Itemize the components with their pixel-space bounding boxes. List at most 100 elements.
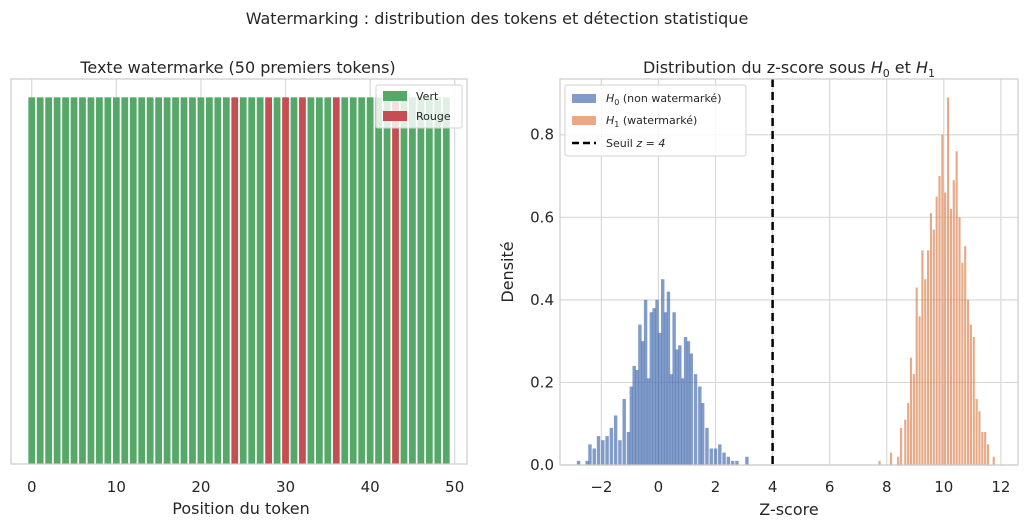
h0-histogram-bar xyxy=(588,444,592,465)
h1-histogram-bar xyxy=(932,229,935,465)
h0-histogram-bar xyxy=(669,374,674,465)
left-x-tick-label: 40 xyxy=(361,478,380,496)
token-bar-vert xyxy=(138,97,146,464)
right-legend-h0-swatch xyxy=(572,94,596,103)
right-y-tick-label: 0.2 xyxy=(530,373,554,391)
left-x-tick-label: 30 xyxy=(276,478,295,496)
h0-histogram-bar xyxy=(675,349,679,465)
h1-histogram-bar xyxy=(978,411,981,465)
h0-histogram-bar xyxy=(730,460,735,465)
right-chart: Distribution du z-score sous H0 et H1 −2… xyxy=(498,58,1019,519)
right-axes-frame xyxy=(559,78,1019,466)
left-x-tick-label: 50 xyxy=(445,478,464,496)
left-legend-vert-swatch xyxy=(383,91,407,101)
h1-histogram-bar xyxy=(949,209,953,465)
h0-histogram-bar xyxy=(722,452,726,465)
token-bar-vert xyxy=(36,97,44,464)
h0-histogram-bar xyxy=(693,374,698,465)
token-bar-vert xyxy=(349,97,357,464)
h1-histogram-bar xyxy=(981,431,984,465)
token-bar-vert xyxy=(358,97,366,464)
h0-histogram-bar xyxy=(700,403,705,465)
h1-histogram-bar xyxy=(984,431,987,465)
token-bar-rouge xyxy=(231,97,239,464)
right-legend-threshold-label: Seuil z = 4 xyxy=(606,137,665,150)
right-title-h1-subscript: 1 xyxy=(928,67,935,80)
token-bar-vert xyxy=(155,97,163,464)
h0-histogram-bar xyxy=(718,444,722,465)
token-bar-vert xyxy=(197,97,205,464)
right-xlabel: Z-score xyxy=(759,500,818,519)
h0-histogram-bar xyxy=(641,341,645,465)
h1-histogram-bar xyxy=(952,180,955,465)
right-bars-h0 xyxy=(576,279,749,465)
right-title-h0: H xyxy=(871,58,883,77)
h0-histogram-bar xyxy=(745,456,749,465)
right-title-prefix: Distribution du z-score sous xyxy=(643,58,871,77)
token-bar-vert xyxy=(409,97,416,464)
h1-histogram-bar xyxy=(941,134,944,466)
right-bars-h1 xyxy=(878,97,995,466)
h1-histogram-bar xyxy=(947,97,950,465)
h0-histogram-bar xyxy=(683,337,688,465)
h0-histogram-bar xyxy=(713,448,718,465)
h0-histogram-bar xyxy=(658,332,662,465)
right-xticks: −2 0 2 4 6 8 10 12 xyxy=(590,478,1010,496)
h1-histogram-bar xyxy=(966,299,970,465)
h0-histogram-bar xyxy=(680,378,685,465)
token-bar-rouge xyxy=(299,97,306,464)
right-legend-h1-subscript: 1 xyxy=(614,120,619,129)
h0-histogram-bar xyxy=(661,279,665,465)
h0-histogram-bar xyxy=(632,365,636,465)
token-bar-vert xyxy=(273,97,281,464)
token-bar-vert xyxy=(104,97,112,464)
h0-histogram-bar xyxy=(613,415,618,465)
h1-histogram-bar xyxy=(909,357,913,465)
token-bar-vert xyxy=(425,97,433,464)
h0-histogram-bar xyxy=(638,324,642,465)
h1-histogram-bar xyxy=(935,196,938,465)
h0-histogram-bar xyxy=(605,436,609,465)
right-title-h0-subscript: 0 xyxy=(883,67,890,80)
h0-histogram-bar xyxy=(646,378,651,465)
right-legend-threshold-math: z = 4 xyxy=(635,137,665,150)
right-legend-h1-rest: (watermarké) xyxy=(619,114,697,127)
right-x-tick-label: 10 xyxy=(934,478,953,496)
right-title-h1: H xyxy=(916,58,928,77)
token-bar-rouge xyxy=(392,97,399,464)
token-bar-vert xyxy=(112,97,120,464)
h1-histogram-bar xyxy=(938,176,941,465)
h1-histogram-bar xyxy=(964,246,967,465)
token-bar-vert xyxy=(366,97,374,464)
h1-histogram-bar xyxy=(912,374,915,465)
h1-histogram-bar xyxy=(899,427,903,465)
right-chart-title: Distribution du z-score sous H0 et H1 xyxy=(643,58,935,80)
token-bar-vert xyxy=(256,97,264,464)
token-bar-vert xyxy=(239,97,247,464)
h1-histogram-bar xyxy=(904,419,907,465)
h1-histogram-bar xyxy=(975,398,978,465)
left-xticks: 0 10 20 30 40 50 xyxy=(27,478,464,496)
h0-histogram-bar xyxy=(592,448,596,465)
right-x-tick-label: 6 xyxy=(825,478,835,496)
token-bar-vert xyxy=(70,97,78,464)
right-y-tick-label: 0.0 xyxy=(530,456,554,474)
right-legend-h0-math: H xyxy=(606,92,614,105)
h1-histogram-bar xyxy=(944,192,947,465)
token-bar-vert xyxy=(163,97,171,464)
token-bar-vert xyxy=(189,97,196,464)
right-y-tick-label: 0.8 xyxy=(530,126,554,144)
h1-histogram-bar xyxy=(929,213,933,465)
h0-histogram-bar xyxy=(726,456,731,465)
right-legend-h0-label: H0 (non watermarké) xyxy=(606,92,722,107)
left-legend-vert-label: Vert xyxy=(416,90,439,103)
left-x-tick-label: 0 xyxy=(27,478,37,496)
token-bar-vert xyxy=(180,97,188,464)
h1-histogram-bar xyxy=(969,324,972,465)
token-bar-rouge xyxy=(282,97,289,464)
token-bar-vert xyxy=(53,97,61,464)
left-legend-rouge-label: Rouge xyxy=(416,110,451,123)
h1-histogram-bar xyxy=(907,403,910,465)
left-x-tick-label: 10 xyxy=(107,478,126,496)
